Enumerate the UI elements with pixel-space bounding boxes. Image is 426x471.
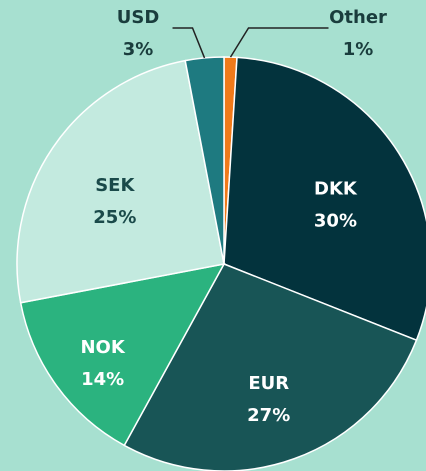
slice-label: USD <box>117 7 160 28</box>
slice-label: DKK <box>314 178 358 199</box>
pie-slice <box>123 263 418 471</box>
value-label: 30% <box>314 210 357 231</box>
pie-slice <box>223 56 426 342</box>
pie-slice <box>19 262 226 447</box>
value-label: 1% <box>343 39 374 60</box>
leader-line <box>229 27 329 58</box>
slice-label: NOK <box>80 337 125 358</box>
value-label: 25% <box>93 207 136 228</box>
leader-line <box>172 27 206 59</box>
value-label: 14% <box>81 369 124 390</box>
value-label: 3% <box>123 39 154 60</box>
slice-label: Other <box>329 7 387 28</box>
pie-slice <box>16 59 225 304</box>
slice-label: SEK <box>95 175 135 196</box>
value-label: 27% <box>247 405 290 426</box>
slice-label: EUR <box>248 373 289 394</box>
